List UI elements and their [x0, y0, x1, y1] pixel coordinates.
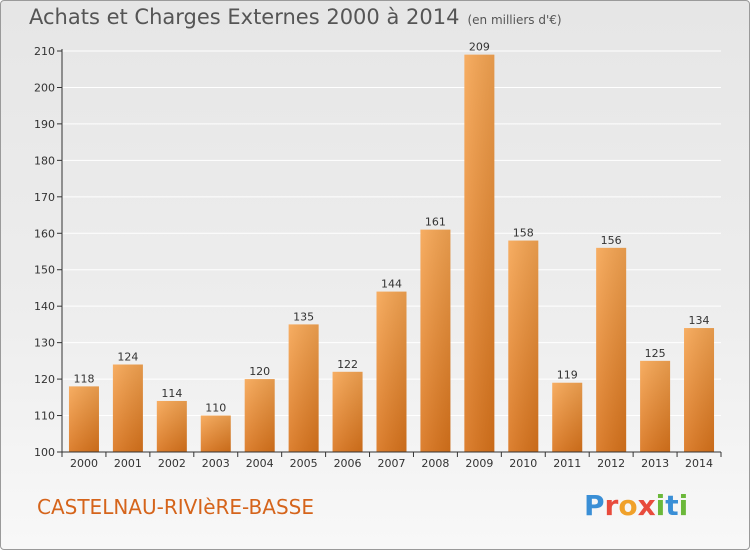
data-label: 119 — [557, 369, 578, 382]
y-tick-label: 120 — [34, 373, 55, 386]
data-label: 122 — [337, 358, 358, 371]
bar-shade — [684, 328, 715, 452]
y-tick-label: 160 — [34, 227, 55, 240]
x-tick-label: 2008 — [421, 457, 449, 470]
proxiti-logo: Proxiti — [584, 489, 688, 522]
data-label: 209 — [469, 41, 490, 54]
x-tick-label: 2003 — [202, 457, 230, 470]
logo-letter: t — [665, 489, 679, 522]
y-tick-label: 180 — [34, 154, 55, 167]
y-tick-label: 110 — [34, 410, 55, 423]
y-tick-label: 170 — [34, 191, 55, 204]
x-tick-label: 2010 — [509, 457, 537, 470]
x-tick-label: 2011 — [553, 457, 581, 470]
x-tick-label: 2001 — [114, 457, 142, 470]
y-tick-label: 150 — [34, 264, 55, 277]
y-tick-label: 210 — [34, 45, 55, 58]
data-label: 118 — [73, 372, 94, 385]
x-tick-label: 2007 — [378, 457, 406, 470]
logo-letter: r — [604, 489, 619, 522]
x-tick-label: 2006 — [334, 457, 362, 470]
y-tick-label: 200 — [34, 81, 55, 94]
bar-shade — [376, 291, 407, 452]
bar-shade — [552, 382, 583, 452]
logo-letter: x — [637, 489, 656, 522]
x-tick-label: 2000 — [70, 457, 98, 470]
data-label: 124 — [117, 351, 138, 364]
town-name: CASTELNAU-RIVIèRE-BASSE — [37, 495, 314, 519]
data-label: 158 — [513, 227, 534, 240]
bar-shade — [288, 324, 319, 452]
chart-unit: (en milliers d'€) — [467, 13, 562, 27]
bar-shade — [464, 54, 495, 453]
bar-shade — [420, 229, 451, 452]
y-tick-label: 190 — [34, 118, 55, 131]
x-tick-label: 2005 — [290, 457, 318, 470]
bar-shade — [640, 360, 671, 452]
bar-shade — [332, 371, 363, 452]
x-tick-label: 2009 — [465, 457, 493, 470]
data-label: 135 — [293, 310, 314, 323]
x-tick-label: 2013 — [641, 457, 669, 470]
bar-shade — [112, 364, 143, 452]
logo-letter: i — [655, 489, 666, 522]
logo-letter: o — [618, 489, 638, 522]
chart-title-text: Achats et Charges Externes 2000 à 2014 — [29, 5, 460, 29]
logo-letter: i — [678, 489, 689, 522]
data-label: 125 — [645, 347, 666, 360]
x-tick-label: 2014 — [685, 457, 713, 470]
bar-shade — [200, 415, 231, 452]
bar-shade — [156, 400, 187, 452]
bar-shade — [508, 240, 539, 452]
data-label: 120 — [249, 365, 270, 378]
data-label: 134 — [689, 314, 710, 327]
y-tick-label: 100 — [34, 446, 55, 459]
bar-shade — [244, 379, 275, 452]
y-tick-label: 130 — [34, 337, 55, 350]
x-tick-label: 2012 — [597, 457, 625, 470]
y-tick-label: 140 — [34, 300, 55, 313]
bar-shade — [596, 247, 627, 452]
data-label: 156 — [601, 234, 622, 247]
data-label: 110 — [205, 402, 226, 415]
x-tick-label: 2004 — [246, 457, 274, 470]
logo-letter: P — [584, 489, 605, 522]
data-label: 144 — [381, 278, 402, 291]
bar-shade — [68, 386, 99, 452]
chart-title: Achats et Charges Externes 2000 à 2014 (e… — [29, 5, 562, 29]
x-tick-label: 2002 — [158, 457, 186, 470]
data-label: 114 — [161, 387, 182, 400]
data-label: 161 — [425, 216, 446, 229]
